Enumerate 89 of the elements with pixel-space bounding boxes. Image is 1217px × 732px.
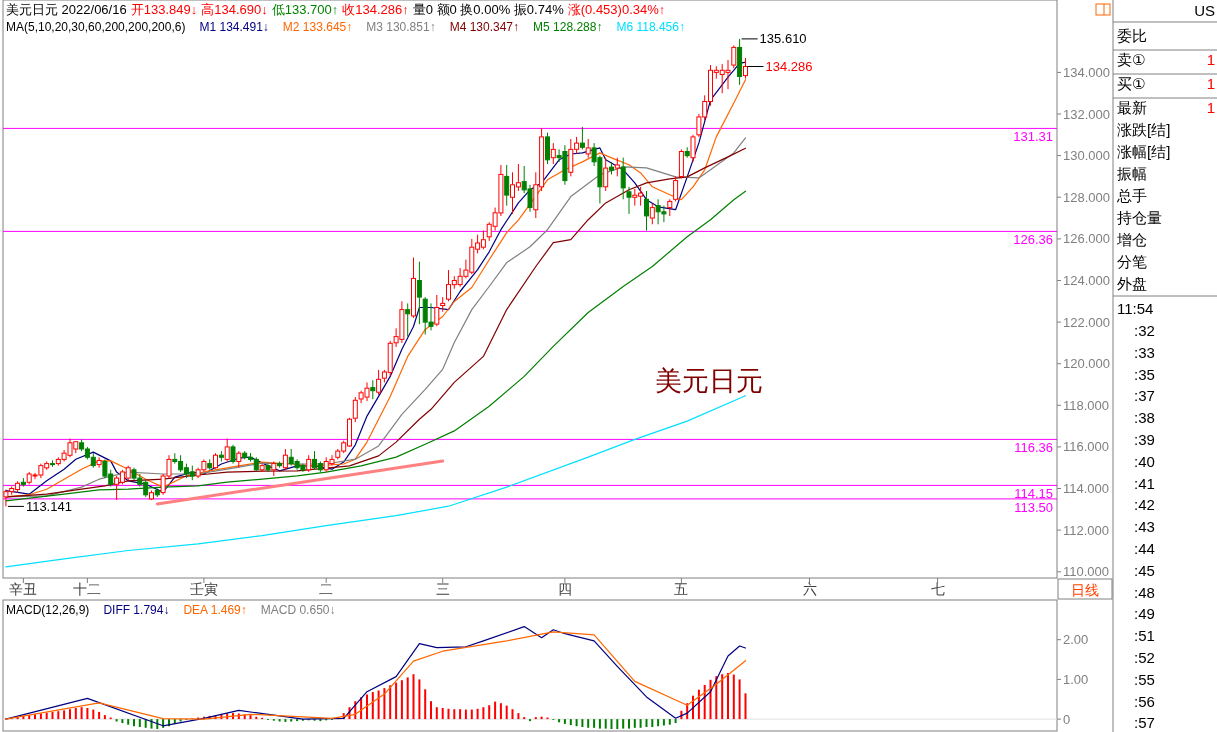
text: US <box>1194 2 1215 19</box>
text: :37 <box>1134 387 1155 405</box>
annotation: 134.286 <box>765 59 813 74</box>
text: 卖① <box>1117 51 1146 68</box>
text: DEA 1.469↑ <box>183 603 247 617</box>
text: 振幅 <box>1117 165 1147 182</box>
text: 持仓量 <box>1117 209 1162 226</box>
y-tick-label: 130.000 <box>1063 148 1110 164</box>
text: 1 <box>1206 75 1215 92</box>
text: 分笔 <box>1117 253 1147 270</box>
text: M2 133.645↑ <box>282 20 353 34</box>
x-tick-label: 六 <box>802 581 817 597</box>
text: M1 134.491↓ <box>199 20 269 34</box>
annotation: 美元日元 2022/06/16 <box>6 2 127 17</box>
x-tick-label: 二 <box>319 581 334 597</box>
text: M6 118.456↑ <box>616 20 685 34</box>
text: :33 <box>1134 343 1155 361</box>
text: :38 <box>1134 409 1155 427</box>
y-tick-label: 116.000 <box>1063 439 1110 455</box>
annotation: 低133.700↑ <box>271 2 339 17</box>
annotation: 开133.849↓ <box>130 2 198 17</box>
text: 总手 <box>1116 187 1147 204</box>
y-tick-label: 122.000 <box>1063 314 1110 330</box>
text: :32 <box>1134 322 1155 339</box>
y-tick-label: 126.000 <box>1063 231 1110 247</box>
y-tick-label: 1.00 <box>1063 671 1089 687</box>
text: :56 <box>1134 692 1155 710</box>
y-tick-label: 118.000 <box>1063 397 1110 413</box>
text: :39 <box>1134 431 1155 448</box>
text: 日线 <box>1071 582 1099 598</box>
text: :52 <box>1134 649 1155 666</box>
text: 11:54 <box>1117 300 1154 317</box>
text: :57 <box>1134 714 1155 732</box>
text: :51 <box>1134 627 1155 645</box>
annotation: 135.610 <box>759 31 807 47</box>
text: 买① <box>1117 75 1146 92</box>
ref-line-label: 116.36 <box>1014 440 1053 456</box>
ref-line-label: 114.15 <box>1014 486 1053 502</box>
annotation: 113.141 <box>25 498 72 514</box>
text: M3 130.851↑ <box>366 20 436 34</box>
text: :49 <box>1134 605 1155 623</box>
text: :40 <box>1134 452 1155 470</box>
text: :55 <box>1134 670 1155 688</box>
x-tick-label: 十二 <box>73 581 102 597</box>
text: 1 <box>1206 51 1215 68</box>
text: M4 130.347↑ <box>449 20 520 34</box>
legend-title: MA(5,10,20,30,60,200,200,200,6) <box>6 20 186 34</box>
y-tick-label: 114.000 <box>1063 481 1110 496</box>
text: M5 128.288↑ <box>533 20 603 34</box>
text: 涨跌[结] <box>1117 121 1171 138</box>
text: :44 <box>1134 540 1155 557</box>
y-tick-label: 0 <box>1063 711 1071 727</box>
y-tick-label: 134.000 <box>1063 64 1110 80</box>
text: :43 <box>1134 518 1155 536</box>
y-tick-label: 120.000 <box>1063 356 1110 372</box>
text: 委比 <box>1117 27 1147 44</box>
text: :45 <box>1134 561 1155 579</box>
y-tick-label: 110.000 <box>1063 564 1110 580</box>
annotation: 高134.690↓ <box>201 2 268 17</box>
ref-line-label: 113.50 <box>1014 499 1053 515</box>
text: 1 <box>1206 99 1215 116</box>
annotation: 量0 额0 换0.00% 振0.74% <box>412 2 565 17</box>
annotation: 收134.286↑ <box>342 2 409 17</box>
x-tick-label: 四 <box>557 581 572 597</box>
text: :35 <box>1134 365 1155 383</box>
annotation: 涨(0.453)0.34%↑ <box>567 2 666 17</box>
x-tick-label: 三 <box>435 581 450 597</box>
text: 涨幅[结] <box>1117 143 1171 160</box>
x-tick-label: 壬寅 <box>189 581 218 597</box>
y-tick-label: 128.000 <box>1063 189 1110 205</box>
text: 增仓 <box>1116 231 1147 248</box>
ref-line-label: 126.36 <box>1013 232 1053 248</box>
ref-line-label: 131.31 <box>1013 129 1053 145</box>
x-tick-label: 辛丑 <box>9 581 38 597</box>
y-tick-label: 124.000 <box>1063 273 1110 288</box>
text: DIFF 1.794↓ <box>103 603 170 617</box>
text: 最新 <box>1117 99 1147 116</box>
y-tick-label: 132.000 <box>1063 106 1110 122</box>
x-tick-label: 五 <box>674 581 689 597</box>
y-tick-label: 2.00 <box>1063 632 1089 648</box>
text: 美元日元 <box>655 366 764 397</box>
text: :41 <box>1134 474 1155 492</box>
text: 外盘 <box>1117 275 1147 292</box>
text: :42 <box>1134 496 1155 514</box>
text: :48 <box>1134 583 1155 601</box>
annotation: MACD 0.650↓ <box>260 603 336 617</box>
x-tick-label: 七 <box>930 581 945 597</box>
legend-title: MACD(12,26,9) <box>6 603 90 617</box>
y-tick-label: 112.000 <box>1063 522 1110 538</box>
